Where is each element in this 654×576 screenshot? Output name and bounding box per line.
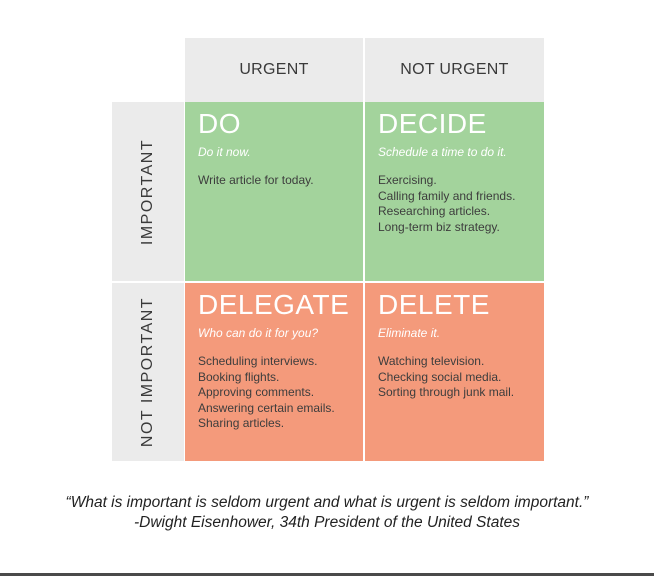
quadrant-do-list: Write article for today. xyxy=(198,173,363,189)
row-header-not-important: NOT IMPORTANT xyxy=(112,283,184,461)
quadrant-delete-title: DELETE xyxy=(378,289,490,320)
list-item: Calling family and friends. xyxy=(378,188,516,203)
quadrant-delegate: DELEGATE Who can do it for you? Scheduli… xyxy=(185,283,363,461)
list-item: Answering certain emails. xyxy=(198,400,335,415)
quadrant-delegate-title: DELEGATE xyxy=(198,289,350,320)
quadrant-delete-subtitle: Eliminate it. xyxy=(378,326,441,340)
list-item: Checking social media. xyxy=(378,369,502,384)
row-header-important-label: IMPORTANT xyxy=(139,138,156,245)
list-item: Write article for today. xyxy=(198,173,314,187)
bottom-divider xyxy=(0,573,654,576)
quadrant-delete: DELETE Eliminate it. Watching television… xyxy=(365,283,544,461)
column-header-not-urgent-label: NOT URGENT xyxy=(400,61,509,78)
quote-block: “What is important is seldom urgent and … xyxy=(0,493,654,533)
list-item: Exercising. xyxy=(378,173,437,187)
list-item: Sharing articles. xyxy=(198,416,285,430)
list-item: Long-term biz strategy. xyxy=(378,219,500,234)
quadrant-delete-list: Watching television. Checking social med… xyxy=(378,354,544,401)
list-item: Sorting through junk mail. xyxy=(378,385,515,399)
row-header-important: IMPORTANT xyxy=(112,102,184,281)
column-header-urgent: URGENT xyxy=(185,38,363,102)
list-item: Approving comments. xyxy=(198,385,315,399)
list-item: Scheduling interviews. xyxy=(198,354,318,368)
quote-attribution: -Dwight Eisenhower, 34th President of th… xyxy=(134,514,520,531)
quadrant-decide-list: Exercising. Calling family and friends. … xyxy=(378,173,544,235)
list-item: Watching television. xyxy=(378,354,485,368)
quadrant-decide-subtitle: Schedule a time to do it. xyxy=(378,145,507,159)
quadrant-do: DO Do it now. Write article for today. xyxy=(185,102,363,281)
list-item: Researching articles. xyxy=(378,204,491,218)
row-header-not-important-label: NOT IMPORTANT xyxy=(139,296,156,448)
quadrant-decide-title: DECIDE xyxy=(378,108,487,139)
quadrant-delegate-list: Scheduling interviews. Booking flights. … xyxy=(198,354,363,432)
column-header-not-urgent: NOT URGENT xyxy=(365,38,544,102)
list-item: Booking flights. xyxy=(198,369,280,384)
quadrant-delegate-subtitle: Who can do it for you? xyxy=(198,326,319,340)
quadrant-do-title: DO xyxy=(198,108,241,139)
column-header-urgent-label: URGENT xyxy=(239,61,309,78)
quadrant-decide: DECIDE Schedule a time to do it. Exercis… xyxy=(365,102,544,281)
quote-text: “What is important is seldom urgent and … xyxy=(65,494,589,511)
quadrant-do-subtitle: Do it now. xyxy=(198,145,251,159)
